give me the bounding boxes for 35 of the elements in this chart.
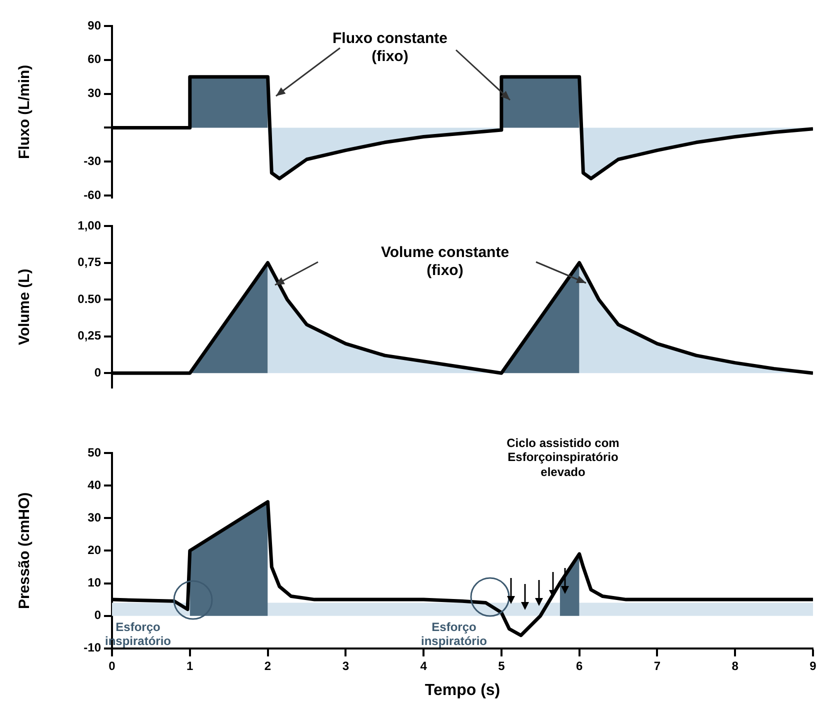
- x-tick-label: 5: [498, 658, 506, 673]
- y-axis-title: Fluxo (L/min): [16, 64, 34, 159]
- x-tick-label: 6: [576, 658, 583, 673]
- x-tick-label: 2: [264, 658, 272, 673]
- annotation: Volume constante (fixo): [380, 244, 510, 280]
- annotation: Fluxo constante (fixo): [331, 30, 448, 66]
- annotation: Ciclo assistido com Esforçoinspiratório elevado: [506, 436, 620, 480]
- y-tick-label: 0,75: [78, 255, 102, 270]
- y-tick-label: 30: [88, 510, 102, 524]
- x-tick-label: 8: [732, 658, 739, 673]
- x-tick-label: 3: [342, 658, 350, 673]
- y-tick-label: 30: [88, 86, 102, 100]
- y-tick-label: 0: [94, 608, 102, 622]
- y-tick-label: 60: [88, 52, 102, 66]
- x-tick-label: 4: [420, 658, 428, 673]
- y-tick-label: 40: [88, 478, 102, 492]
- x-tick-label: 9: [810, 658, 817, 673]
- y-axis-title: Volume (L): [16, 268, 34, 346]
- annotation: Esforço inspiratório: [420, 620, 488, 649]
- y-tick-label: 0: [94, 365, 102, 380]
- y-tick-label: 50: [88, 445, 102, 460]
- y-tick-label: 10: [88, 576, 102, 590]
- y-tick-label: -10: [84, 640, 102, 655]
- y-tick-label: 90: [88, 18, 102, 32]
- x-axis-title: Tempo (s): [424, 682, 500, 699]
- y-tick-label: 0,25: [78, 328, 102, 343]
- x-tick-label: 0: [108, 658, 116, 673]
- y-tick-label: 1,00: [78, 218, 102, 232]
- y-tick-label: 20: [88, 543, 102, 558]
- y-tick-label: 0.50: [78, 292, 102, 306]
- y-tick-label: -60: [84, 188, 102, 202]
- y-tick-label: -30: [84, 154, 102, 168]
- x-tick-label: 1: [186, 658, 194, 673]
- y-axis-title: Pressão (cmHO): [16, 492, 34, 610]
- x-tick-label: 7: [654, 658, 661, 673]
